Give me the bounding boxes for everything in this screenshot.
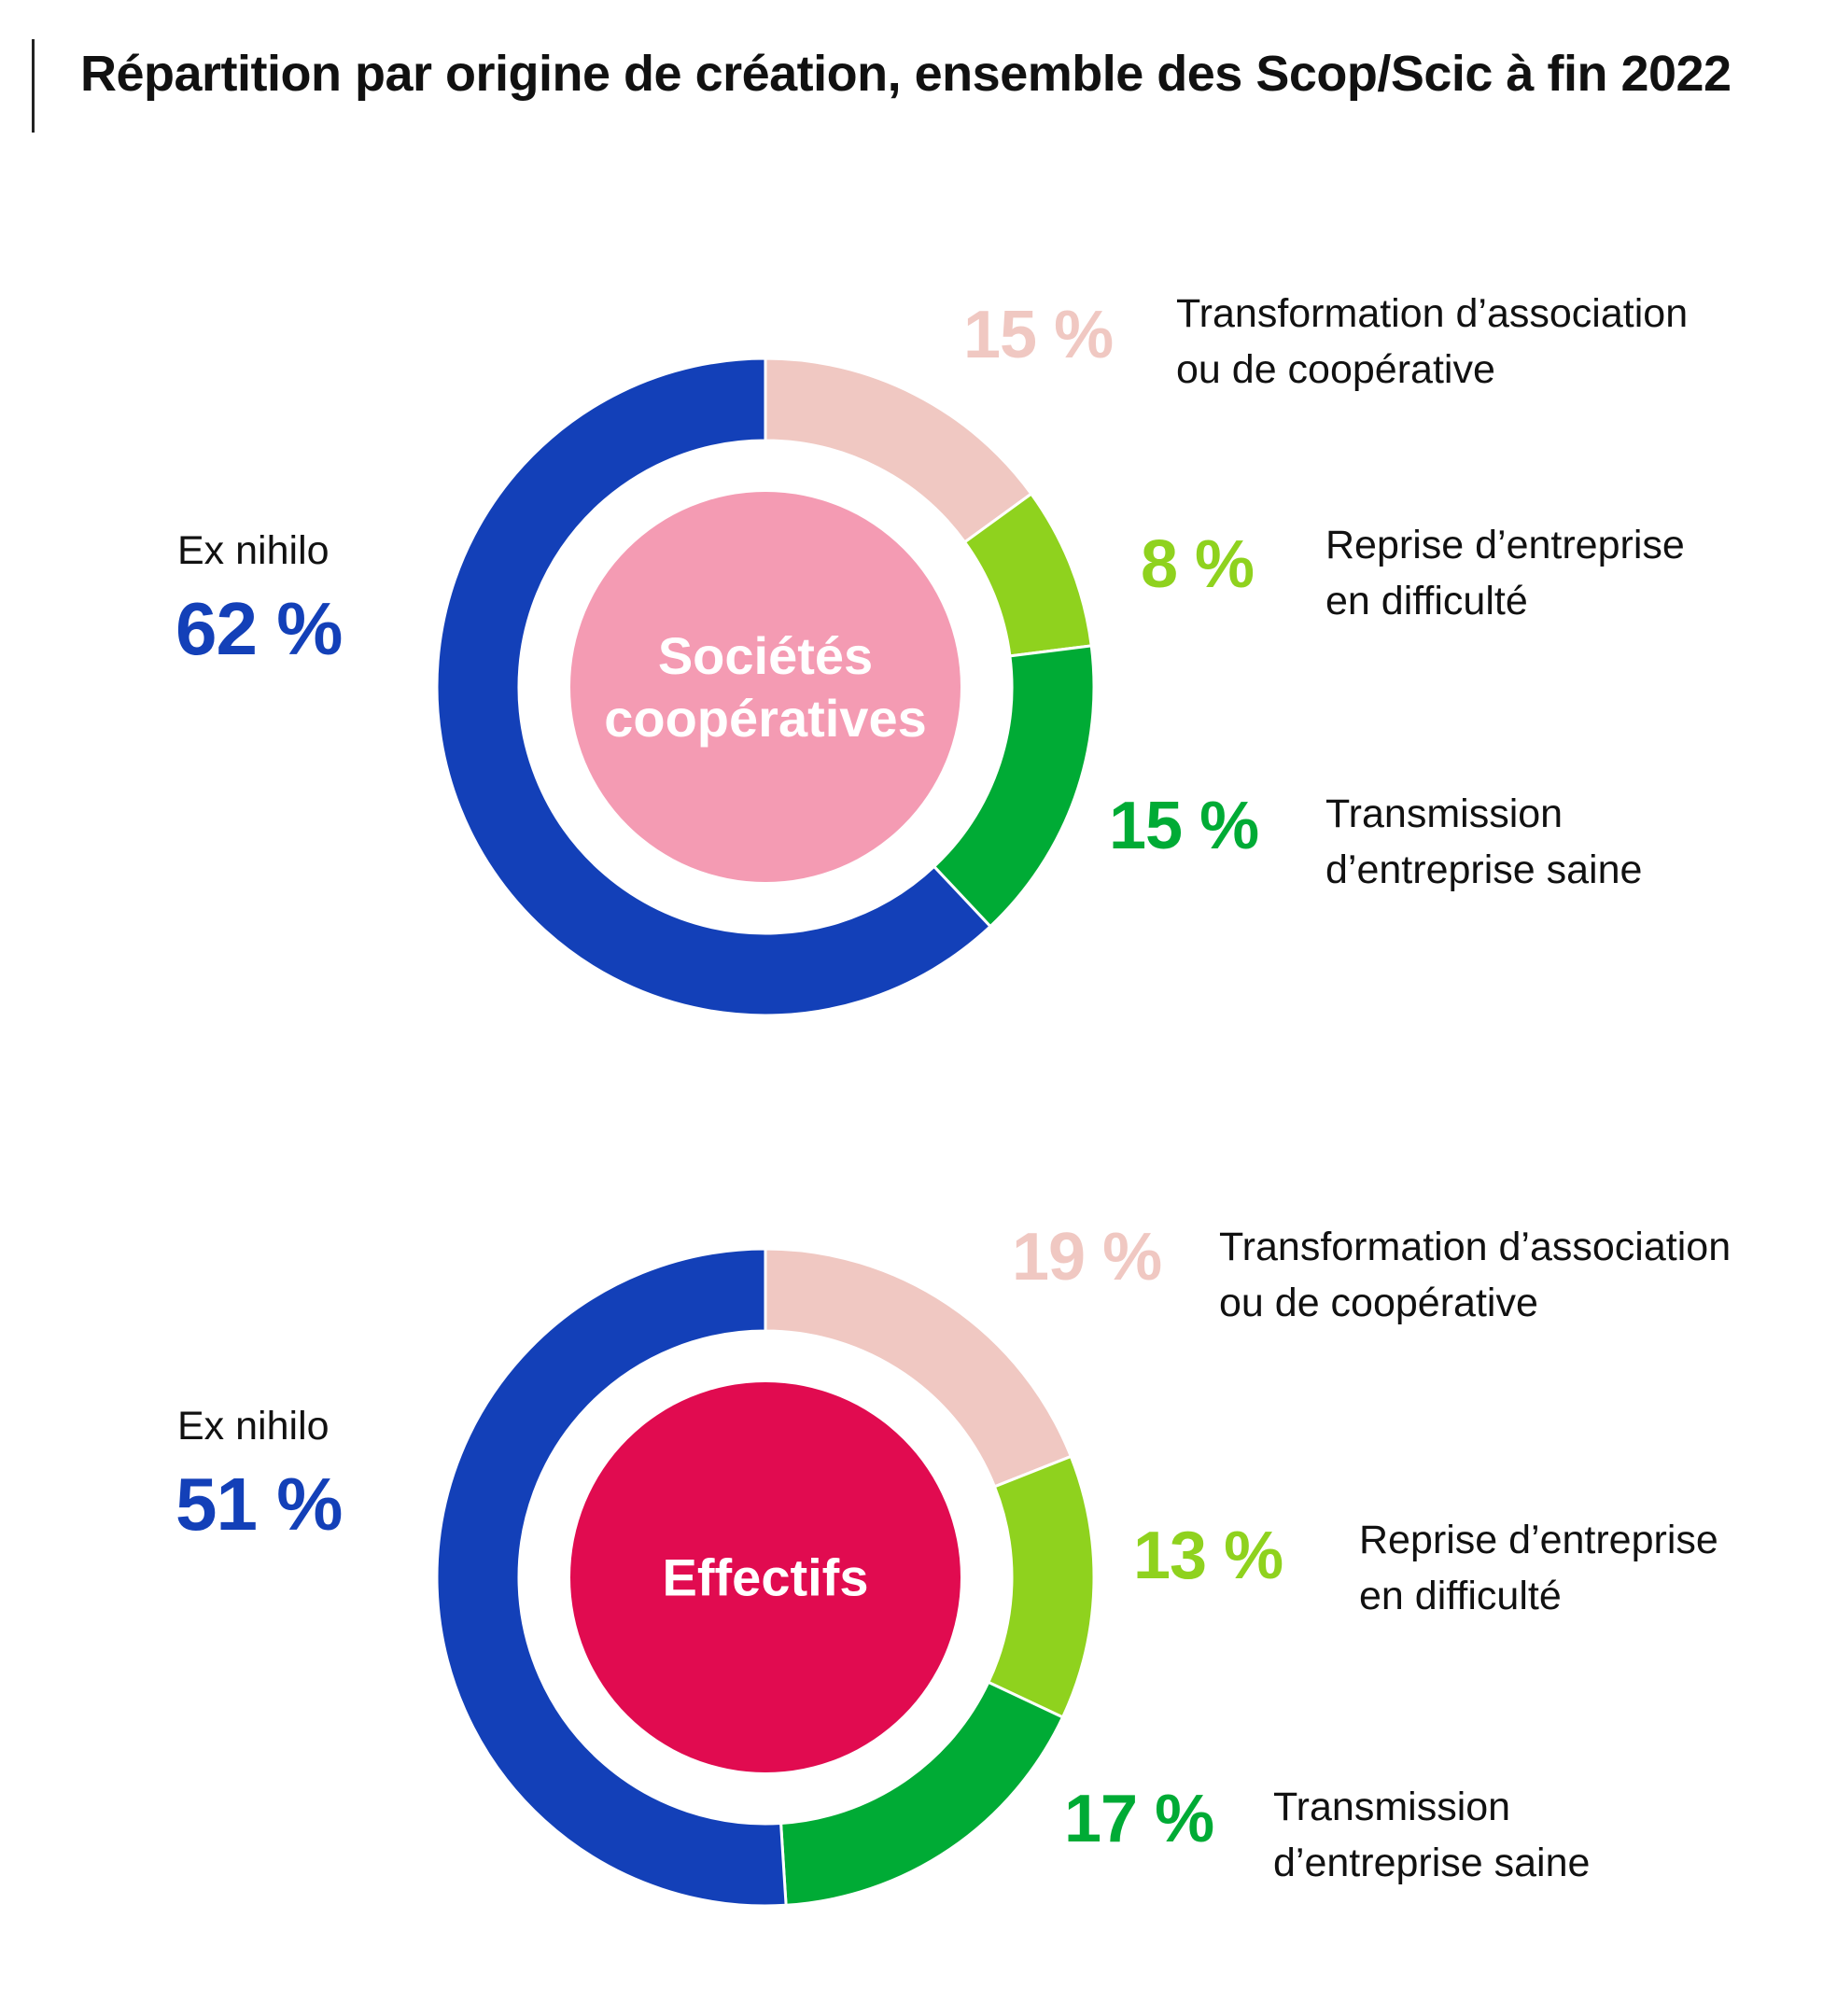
title-rule (32, 39, 35, 133)
category-label-transformation-societes: Transformation d’association ou de coopé… (1176, 286, 1688, 398)
label-line: ou de coopérative (1176, 347, 1495, 392)
slice-value-reprise-effectifs: 13 % (1133, 1519, 1283, 1593)
slice-value-transformation-societes: 15 % (963, 298, 1114, 372)
donut-center-label: coopératives (604, 689, 927, 748)
slice-value-transmission-societes: 15 % (1109, 789, 1259, 863)
slice-value-exnihilo-effectifs: 51 % (175, 1463, 343, 1546)
category-label-reprise-societes: Reprise d’entreprise en difficulté (1325, 517, 1685, 629)
category-label-exnihilo-societes: Ex nihilo (177, 528, 330, 573)
category-label-transmission-effectifs: Transmission d’entreprise saine (1273, 1779, 1590, 1891)
donut-center-label: Sociétés (658, 626, 873, 685)
donut-slice-reprise (986, 1454, 1096, 1719)
donut-slice-ex_nihilo (435, 357, 993, 1017)
label-line: Reprise d’entreprise (1325, 523, 1685, 567)
label-line: d’entreprise saine (1325, 847, 1643, 892)
donut-center-circle (570, 492, 961, 882)
label-line: Reprise d’entreprise (1359, 1518, 1718, 1562)
label-line: Transformation d’association (1176, 291, 1689, 336)
slice-value-exnihilo-societes: 62 % (175, 587, 343, 670)
label-line: d’entreprise saine (1273, 1841, 1591, 1885)
label-line: ou de coopérative (1219, 1281, 1538, 1325)
donut-center-label: Effectifs (663, 1548, 869, 1607)
donut-center-circle (570, 1382, 961, 1772)
slice-value-transformation-effectifs: 19 % (1012, 1220, 1162, 1295)
label-line: en difficulté (1325, 579, 1528, 623)
label-line: Transformation d’association (1219, 1225, 1732, 1269)
category-label-transformation-effectifs: Transformation d’association ou de coopé… (1219, 1219, 1731, 1331)
category-label-exnihilo-effectifs: Ex nihilo (177, 1404, 330, 1449)
slice-value-transmission-effectifs: 17 % (1064, 1782, 1214, 1856)
page-title: Répartition par origine de création, ens… (80, 46, 1732, 102)
category-label-transmission-societes: Transmission d’entreprise saine (1325, 786, 1642, 898)
donut-slice-ex_nihilo (435, 1247, 788, 1908)
slice-value-reprise-societes: 8 % (1141, 527, 1255, 602)
label-line: Transmission (1273, 1785, 1511, 1829)
category-label-reprise-effectifs: Reprise d’entreprise en difficulté (1359, 1512, 1718, 1624)
label-line: Transmission (1325, 791, 1564, 836)
label-line: en difficulté (1359, 1574, 1562, 1618)
donut-chart-effectifs: Effectifs (435, 1247, 1096, 1908)
